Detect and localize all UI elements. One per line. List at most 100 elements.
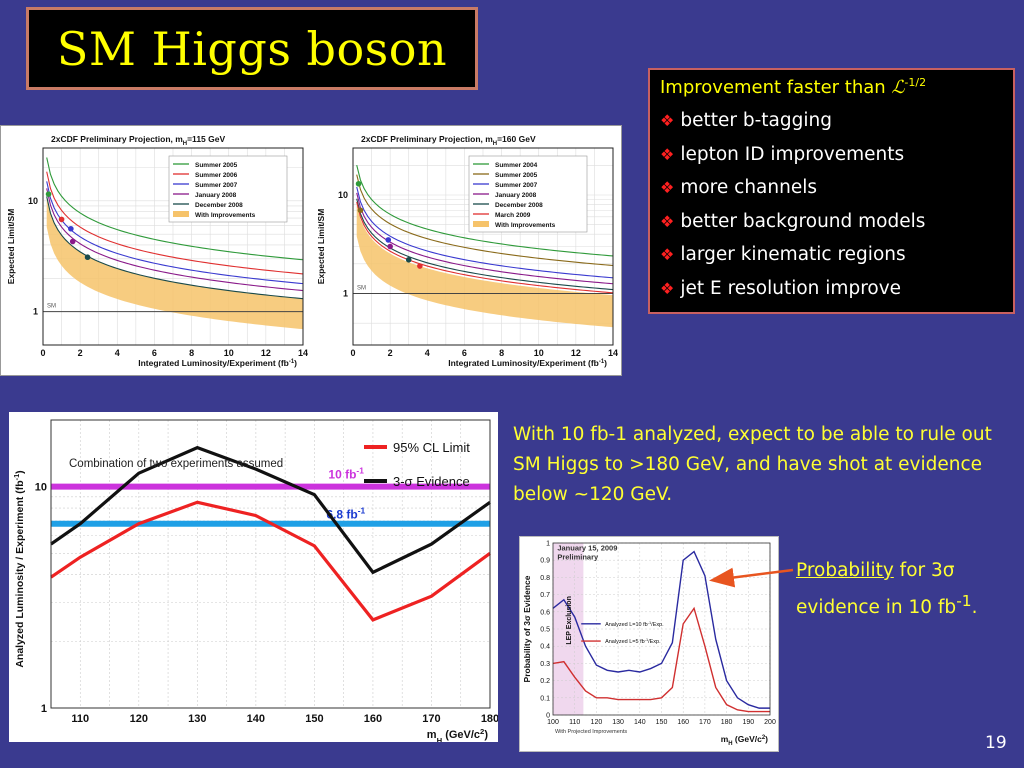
label-part: Summer 2007 <box>495 182 538 189</box>
label-part: With Projected Improvements <box>555 729 627 735</box>
y-tick-label: 10 <box>35 482 47 494</box>
label-part: 2 <box>762 735 766 741</box>
probability-plot: Analyzed L=10 fb-1/Exp. Analyzed L=5 fb-1… <box>519 536 779 752</box>
plot-frame <box>352 147 614 346</box>
probability-link[interactable]: Probability <box>796 560 894 581</box>
annotation: Preliminary <box>557 552 599 561</box>
label-part: -1 <box>648 621 651 625</box>
label-part: ) <box>604 358 607 368</box>
slide-title: SM Higgs boson <box>56 21 448 76</box>
data-point <box>357 207 364 214</box>
series-line <box>356 201 614 294</box>
legend-label: With Improvements <box>495 222 556 229</box>
label-part: Expected Limit/SM <box>316 209 326 285</box>
label-part: 10 <box>534 348 544 358</box>
region-label: LEP Exclusion <box>566 596 573 645</box>
x-tick-label: 110 <box>569 719 580 726</box>
label-part: 0.8 <box>540 575 550 582</box>
label-part: 100 <box>547 719 559 726</box>
data-point <box>387 243 393 250</box>
label-part: 0.1 <box>540 695 550 702</box>
label-part: 110 <box>71 713 89 725</box>
y-tick-label: 0.3 <box>540 661 550 668</box>
probability-caption: Probability for 3σ evidence in 10 fb-1. <box>796 556 1021 623</box>
label-part: 0.7 <box>540 592 550 599</box>
series-line <box>552 606 770 713</box>
title-box: SM Higgs boson <box>26 7 478 90</box>
label-part: 170 <box>699 719 711 726</box>
label-part: Summer 2005 <box>495 172 538 179</box>
label-part: Preliminary <box>557 552 599 561</box>
y-axis-label: Analyzed Luminosity / Experiment (fb-1) <box>12 470 27 667</box>
label-part: ) <box>14 470 26 474</box>
x-tick-label: 180 <box>481 713 498 725</box>
label-part: /Exp. <box>648 639 661 645</box>
improvement-item: ❖ larger kinematic regions <box>660 238 1003 272</box>
luminosity-vs-mass-plot: 10 fb-1 6.8 fb-1 110 120 130 140 150 160 170 180 1… <box>9 412 499 745</box>
label-part: 180 <box>481 713 498 725</box>
reference-label: 6.8 fb-1 <box>326 506 365 522</box>
label-part: 12 <box>571 348 581 358</box>
label-part: 2 <box>388 348 393 358</box>
y-tick-label: 0.7 <box>540 592 550 599</box>
sm-label: SM <box>357 285 366 291</box>
legend-label: March 2009 <box>495 212 531 219</box>
x-tick-label: 0 <box>40 348 45 358</box>
label-part: 10 <box>338 190 348 200</box>
label-part: Summer 2005 <box>195 162 238 169</box>
label-part: H <box>437 736 443 743</box>
legend-swatch <box>473 221 489 227</box>
x-tick-label: 14 <box>608 348 618 358</box>
x-tick-label: 140 <box>634 719 646 726</box>
label-part: m <box>427 729 437 741</box>
series-line <box>46 171 304 275</box>
y-axis-label: Probability of 3σ Evidence <box>522 575 532 682</box>
series-line <box>552 550 770 709</box>
label-part: 170 <box>422 713 440 725</box>
label-part: 200 <box>764 719 776 726</box>
improvement-label: jet E resolution improve <box>680 277 902 299</box>
series-line <box>46 181 304 285</box>
red-diamond-icon: ❖ <box>660 278 675 298</box>
legend-label: Summer 2006 <box>195 172 238 179</box>
improvement-label: more channels <box>680 177 817 198</box>
label-part: H <box>728 741 732 747</box>
label-part: 2 <box>480 727 484 736</box>
x-tick-label: 6 <box>152 348 157 358</box>
x-tick-label: 0 <box>350 348 355 358</box>
probability-plot-svg: Analyzed L=10 fb-1/Exp.Analyzed L=5 fb-1… <box>522 541 776 748</box>
x-tick-label: 12 <box>261 348 271 358</box>
label-part: 190 <box>742 719 754 726</box>
improvements-heading-text: Improvement faster than <box>660 77 886 98</box>
y-tick-label: 0.8 <box>540 575 550 582</box>
label-part: m <box>721 734 729 744</box>
y-tick-label: 0.4 <box>540 644 550 651</box>
label-part: 130 <box>188 713 206 725</box>
x-tick-label: 10 <box>534 348 544 358</box>
label-part: -1 <box>289 359 295 365</box>
series-line <box>50 500 491 622</box>
label-part: 2 <box>78 348 83 358</box>
series-line <box>46 157 304 261</box>
chart-title: 2xCDF Preliminary Projection, mH=160 GeV <box>361 134 536 147</box>
label-part: -1 <box>12 474 21 481</box>
label-part: 4 <box>425 348 430 358</box>
label-part: 2xCDF Preliminary Projection, m <box>51 134 183 144</box>
y-tick-label: 1 <box>41 703 47 715</box>
label-part: 150 <box>656 719 668 726</box>
label-part: 6 <box>462 348 467 358</box>
red-diamond-icon: ❖ <box>660 144 675 164</box>
legend-label: 3-σ Evidence <box>393 474 470 489</box>
x-tick-label: 2 <box>78 348 83 358</box>
label-part: March 2009 <box>495 212 531 219</box>
label-part: 0 <box>40 348 45 358</box>
y-tick-label: 10 <box>28 196 38 206</box>
red-diamond-icon: ❖ <box>660 111 675 130</box>
label-part: With Improvements <box>495 222 556 229</box>
label-part: 130 <box>612 719 624 726</box>
label-part: (GeV/c <box>442 729 480 741</box>
y-tick-label: 0.6 <box>540 609 550 616</box>
label-part: ) <box>294 358 297 368</box>
